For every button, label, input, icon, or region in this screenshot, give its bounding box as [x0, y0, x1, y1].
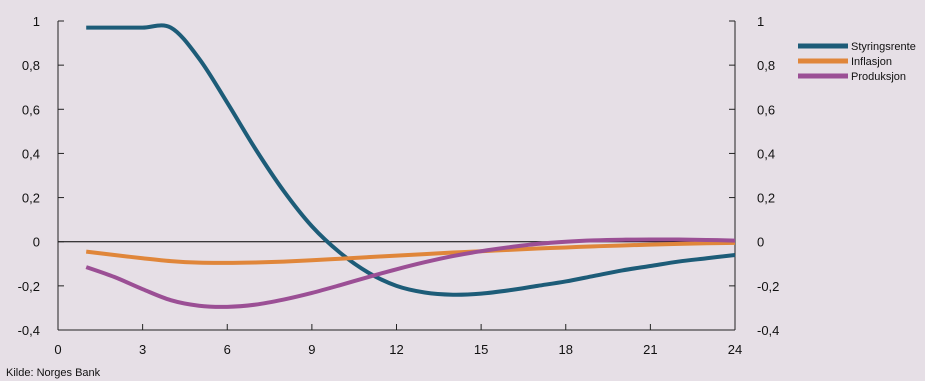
legend: Styringsrente Inflasjon Produksjon	[798, 41, 916, 83]
x-tick-label: 15	[474, 342, 488, 357]
y-right-tick-label: 0,8	[757, 58, 775, 73]
legend-label: Produksjon	[851, 71, 906, 83]
x-axis-ticks: 0 3 6 9 12 15 18 21 24	[54, 324, 742, 357]
y-left-tick-label: -0,2	[18, 279, 40, 294]
y-left-tick-label: 1	[33, 14, 40, 29]
series-line-styringsrente	[86, 23, 736, 297]
y-right-tick-label: 0	[757, 235, 764, 250]
y-right-tick-label: -0,2	[757, 279, 779, 294]
y-left-tick-label: 0,2	[22, 191, 40, 206]
series-lines	[85, 23, 736, 309]
x-tick-label: 9	[308, 342, 315, 357]
y-axis-right-ticks: 1 0,8 0,6 0,4 0,2 0 -0,2 -0,4	[729, 14, 779, 338]
x-tick-label: 6	[224, 342, 231, 357]
x-tick-label: 3	[139, 342, 146, 357]
x-tick-label: 24	[728, 342, 742, 357]
legend-label: Styringsrente	[851, 41, 916, 53]
y-left-tick-label: 0,6	[22, 102, 40, 117]
x-tick-label: 12	[389, 342, 403, 357]
legend-label: Inflasjon	[851, 56, 892, 68]
y-right-tick-label: -0,4	[757, 323, 779, 338]
y-axis-left-ticks: 1 0,8 0,6 0,4 0,2 0 -0,2 -0,4	[18, 14, 64, 338]
y-right-tick-label: 0,2	[757, 191, 775, 206]
plot-frame	[57, 21, 736, 331]
y-right-tick-label: 0,4	[757, 146, 775, 161]
series-line-produksjon	[85, 237, 736, 309]
x-tick-label: 18	[559, 342, 573, 357]
y-left-tick-label: 0,4	[22, 146, 40, 161]
y-left-tick-label: 0	[33, 235, 40, 250]
source-note: Kilde: Norges Bank	[6, 367, 101, 379]
y-right-tick-label: 0,6	[757, 102, 775, 117]
series-line-inflasjon	[85, 240, 736, 265]
y-left-tick-label: 0,8	[22, 58, 40, 73]
x-tick-label: 21	[643, 342, 657, 357]
y-left-tick-label: -0,4	[18, 323, 40, 338]
x-tick-label: 0	[54, 342, 61, 357]
y-right-tick-label: 1	[757, 14, 764, 29]
